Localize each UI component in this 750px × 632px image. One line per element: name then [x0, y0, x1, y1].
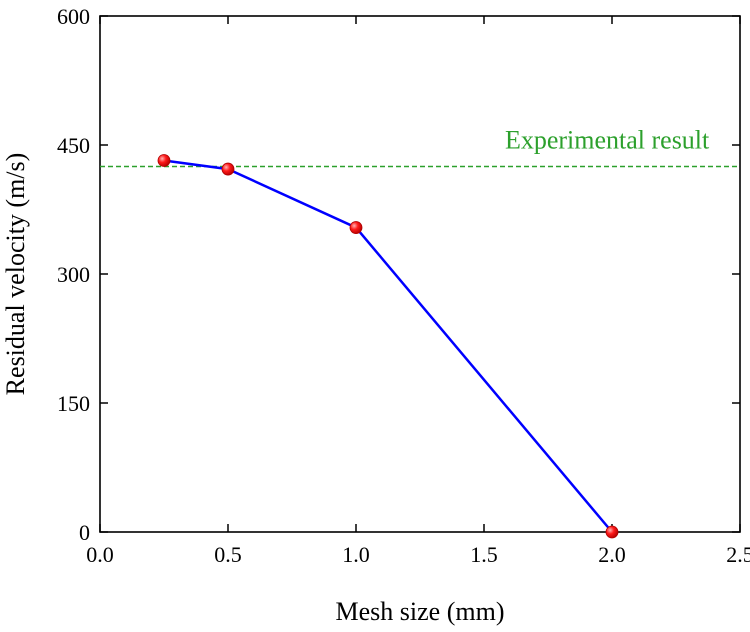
- experimental-result-label: Experimental result: [505, 126, 710, 155]
- x-tick-label: 2.0: [598, 542, 626, 567]
- x-tick-label: 2.5: [726, 542, 750, 567]
- axis-ticks: 0.0 0.5 1.0 1.5 2.0 2.5 0 150 300 450 600: [57, 4, 750, 567]
- data-point: [605, 525, 619, 539]
- x-tick-label: 0.0: [86, 542, 114, 567]
- series-group: [157, 154, 619, 539]
- y-tick-label: 300: [57, 262, 90, 287]
- data-point: [221, 162, 235, 176]
- x-axis-label: Mesh size (mm): [336, 597, 505, 626]
- y-tick-label: 150: [57, 391, 90, 416]
- y-tick-label: 450: [57, 133, 90, 158]
- data-point: [157, 154, 171, 167]
- data-point: [349, 221, 363, 234]
- series-line: [163, 159, 613, 533]
- reference-line-group: Experimental result: [100, 126, 740, 168]
- y-tick-label: 600: [57, 4, 90, 29]
- plot-frame: [99, 15, 741, 533]
- x-tick-label: 1.0: [342, 542, 370, 567]
- y-tick-label: 0: [79, 520, 90, 545]
- x-tick-label: 0.5: [214, 542, 242, 567]
- x-tick-label: 1.5: [470, 542, 498, 567]
- y-axis-label: Residual velocity (m/s): [1, 153, 30, 396]
